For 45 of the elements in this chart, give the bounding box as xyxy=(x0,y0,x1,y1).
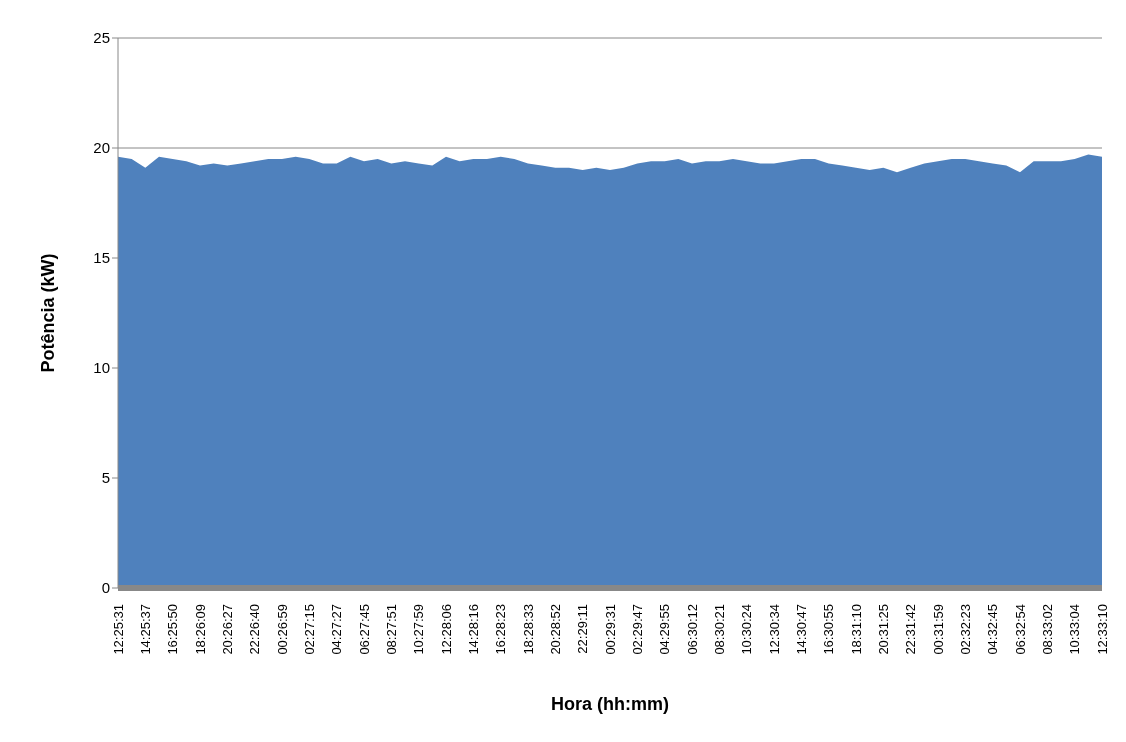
x-axis-title: Hora (hh:mm) xyxy=(551,694,669,714)
x-tick-label: 18:28:33 xyxy=(520,604,536,655)
x-tick-label: 12:30:34 xyxy=(766,604,782,655)
x-tick-label: 16:28:23 xyxy=(493,604,509,655)
x-tick-label: 20:28:52 xyxy=(547,604,563,655)
x-tick-label: 12:33:10 xyxy=(1094,604,1110,655)
x-tick-label: 14:30:47 xyxy=(793,604,809,655)
x-tick-label: 06:32:54 xyxy=(1012,604,1028,655)
x-tick-label: 00:31:59 xyxy=(930,604,946,655)
x-tick-label: 04:32:45 xyxy=(985,604,1001,655)
x-tick-label: 10:30:24 xyxy=(739,604,755,655)
y-tick-label: 25 xyxy=(93,29,110,47)
x-tick-label: 20:31:25 xyxy=(875,604,891,655)
x-tick-label: 22:26:40 xyxy=(247,604,263,655)
x-tick-label: 02:27:15 xyxy=(301,604,317,655)
x-tick-label: 02:29:47 xyxy=(629,604,645,655)
x-tick-label: 06:30:12 xyxy=(684,604,700,655)
x-tick-label: 18:26:09 xyxy=(192,604,208,655)
x-tick-label: 08:33:02 xyxy=(1039,604,1055,655)
y-tick-label: 10 xyxy=(93,359,110,377)
y-tick-label: 15 xyxy=(93,249,110,267)
x-tick-label: 22:31:42 xyxy=(903,604,919,655)
x-tick-label: 12:28:06 xyxy=(438,604,454,655)
x-tick-label: 08:27:51 xyxy=(383,604,399,655)
x-tick-label: 14:28:16 xyxy=(465,604,481,655)
x-tick-label: 06:27:45 xyxy=(356,604,372,655)
y-axis-title: Potência (kW) xyxy=(38,253,59,373)
x-tick-label: 18:31:10 xyxy=(848,604,864,655)
x-tick-label: 22:29:11 xyxy=(575,604,591,654)
x-tick-label: 04:29:55 xyxy=(657,604,673,655)
y-tick-label: 0 xyxy=(101,579,110,597)
x-tick-label: 04:27:27 xyxy=(329,604,345,655)
x-tick-label: 16:30:55 xyxy=(821,604,837,655)
x-tick-label: 08:30:21 xyxy=(711,604,727,655)
x-tick-label: 12:25:31 xyxy=(110,604,126,655)
x-tick-label: 02:32:23 xyxy=(957,604,973,655)
x-tick-label: 10:27:59 xyxy=(411,604,427,655)
y-tick-label: 5 xyxy=(101,469,110,487)
x-tick-label: 00:26:59 xyxy=(274,604,290,655)
x-tick-label: 14:25:37 xyxy=(137,604,153,655)
x-tick-label: 10:33:04 xyxy=(1067,604,1083,655)
y-tick-label: 20 xyxy=(93,139,110,157)
x-tick-label: 16:25:50 xyxy=(165,604,181,655)
x-tick-label: 20:26:27 xyxy=(219,604,235,655)
x-tick-label: 00:29:31 xyxy=(602,604,618,655)
